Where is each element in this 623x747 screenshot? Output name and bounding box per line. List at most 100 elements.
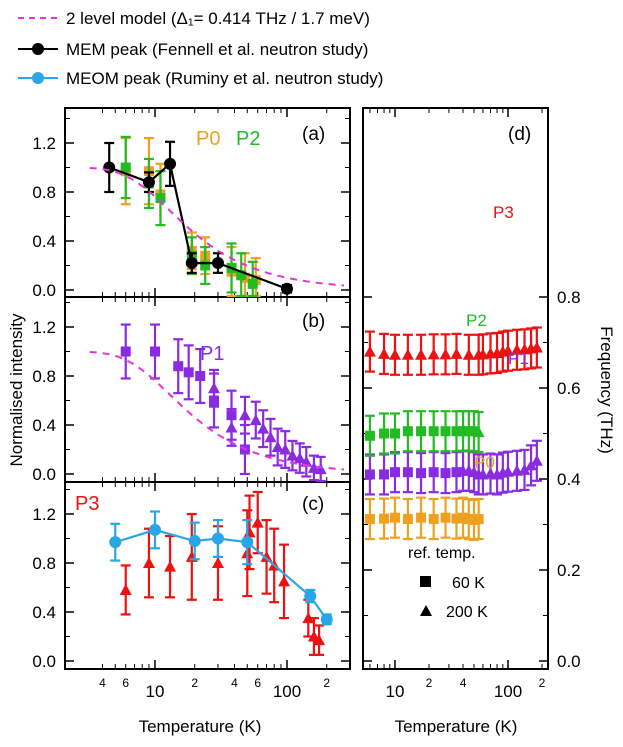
- x-minor-tick-label: 4: [99, 676, 106, 690]
- d-point-p3: [363, 345, 376, 357]
- d-point-p3: [389, 348, 401, 360]
- left-y-axis-title: Normalised intensity: [7, 313, 26, 467]
- x-minor-tick-label: 2: [323, 676, 330, 690]
- point-b: [208, 382, 221, 394]
- point-c: [188, 534, 201, 547]
- point-c: [149, 523, 161, 536]
- d-y-tick-label: 0.4: [557, 470, 581, 489]
- legend-model-label: 2 level model (Δ₁= 0.414 THz / 1.7 meV): [66, 9, 370, 28]
- y-tick-label: 0.8: [32, 554, 56, 573]
- label-p2-d: P2: [466, 311, 487, 330]
- point-a: [103, 161, 116, 174]
- series-line-a: [108, 161, 288, 290]
- legend-mem-marker: [32, 43, 44, 55]
- point-b: [293, 452, 306, 464]
- x-axis-title-main: Temperature (K): [139, 717, 262, 736]
- axis-tick-labels: 0.0 0.4 0.8 1.2 0.0 0.4 0.8 1.2 0.0 0.4 0.8 1.2 10 10…: [32, 134, 580, 701]
- d-point-p0: [416, 512, 427, 523]
- d-point-p1: [402, 467, 413, 478]
- x-axis-title-d: Temperature (K): [395, 717, 518, 736]
- point-c: [243, 526, 256, 538]
- point-a: [120, 162, 131, 173]
- ref-60k-label: 60 K: [452, 575, 485, 592]
- y-tick-label: 0.8: [32, 183, 56, 202]
- legend: 2 level model (Δ₁= 0.414 THz / 1.7 meV) …: [18, 9, 383, 88]
- point-a: [185, 257, 198, 270]
- d-point-p1: [440, 468, 451, 479]
- label-p1-b: P1: [200, 343, 224, 365]
- point-b: [225, 421, 238, 433]
- d-y-tick-label: 0.0: [557, 652, 581, 671]
- panel-c-letter: (c): [302, 494, 324, 515]
- data-marks: [89, 135, 543, 656]
- point-c: [109, 536, 122, 549]
- point-a: [142, 176, 155, 189]
- y-tick-label: 0.4: [32, 416, 56, 435]
- point-c: [260, 550, 273, 562]
- ref-square-icon: [420, 576, 431, 587]
- y-tick-label: 0.0: [32, 465, 56, 484]
- point-c: [164, 560, 177, 572]
- x-minor-tick-label: 6: [122, 676, 129, 690]
- point-c: [302, 612, 315, 624]
- point-b: [264, 431, 277, 443]
- d-point-p0: [451, 513, 462, 524]
- point-a: [211, 257, 224, 270]
- label-p2-a: P2: [236, 128, 260, 150]
- d-point-p2: [440, 426, 451, 437]
- point-a: [247, 278, 258, 289]
- point-a: [164, 157, 177, 170]
- x-minor-tick-label: 6: [254, 676, 261, 690]
- label-p0-a: P0: [196, 128, 220, 150]
- d-point-p3: [415, 348, 428, 360]
- point-b: [195, 371, 206, 381]
- d-y-tick-label: 0.8: [557, 288, 581, 307]
- point-b: [249, 414, 262, 426]
- d-point-p1: [525, 459, 538, 471]
- ref-triangle-icon: [420, 605, 432, 616]
- label-p3-c: P3: [75, 493, 99, 515]
- point-c: [304, 590, 317, 603]
- d-point-p1: [518, 463, 531, 475]
- d-point-p2: [472, 426, 485, 438]
- y-tick-label: 0.0: [32, 281, 56, 300]
- d-point-p1: [364, 469, 375, 480]
- d-x-minor-tick-label: 2: [426, 676, 433, 690]
- x-tick-label: 100: [273, 682, 301, 701]
- d-y-tick-label: 0.6: [557, 379, 581, 398]
- d-point-p0: [379, 513, 390, 524]
- d-point-p2: [468, 426, 479, 437]
- point-b: [120, 346, 131, 357]
- d-point-p3: [530, 341, 543, 353]
- d-point-p2: [463, 426, 474, 437]
- label-p3-d: P3: [493, 203, 514, 222]
- model-curve-b: [89, 351, 344, 471]
- d-point-p2: [451, 426, 462, 437]
- d-point-p2: [458, 426, 469, 437]
- label-p1-d: P1: [508, 349, 529, 368]
- point-c: [211, 532, 224, 545]
- point-c: [211, 557, 224, 568]
- x-minor-tick-label: 4: [231, 676, 238, 690]
- x-minor-tick-label: 2: [191, 676, 198, 690]
- point-a: [236, 270, 247, 281]
- d-point-p3: [427, 348, 440, 360]
- point-b: [238, 409, 251, 421]
- d-x-tick-label: 10: [386, 682, 405, 701]
- point-a: [281, 282, 293, 295]
- point-b: [257, 422, 270, 434]
- d-point-p3: [401, 348, 414, 360]
- panel-d-letter: (d): [508, 124, 531, 145]
- point-b: [286, 449, 299, 461]
- point-c: [142, 557, 155, 568]
- panel-c-frame: [64, 481, 351, 670]
- d-y-tick-label: 0.2: [557, 561, 581, 580]
- d-point-p3: [462, 348, 475, 360]
- d-point-p0: [440, 512, 451, 523]
- y-tick-label: 0.4: [32, 603, 56, 622]
- d-point-p0: [390, 512, 400, 523]
- d-point-p0: [473, 514, 484, 525]
- d-point-p2: [390, 428, 400, 439]
- point-a: [200, 260, 211, 271]
